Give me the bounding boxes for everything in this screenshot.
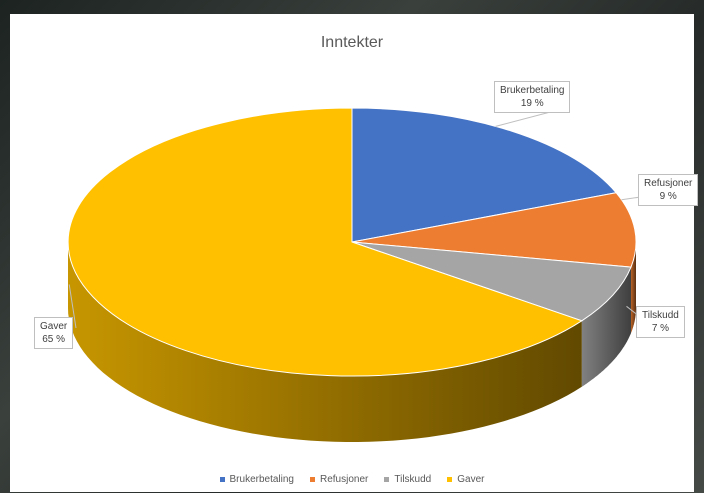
legend-label: Tilskudd [394, 474, 432, 485]
pie-side-gaver [68, 242, 582, 442]
legend-item-refusjoner[interactable]: Refusjoner [310, 474, 368, 485]
legend-item-tilskudd[interactable]: Tilskudd [384, 474, 431, 485]
pie-slice-refusjoner[interactable] [351, 192, 637, 268]
data-label-value: 7 % [651, 323, 670, 334]
legend-label: Gaver [457, 474, 485, 485]
chart-title: Inntekter [320, 34, 384, 51]
legend-swatch [219, 477, 225, 482]
legend-swatch [447, 477, 453, 482]
data-label-name: Refusjoner [644, 178, 693, 189]
data-label-name: Brukerbetaling [500, 85, 565, 96]
chart-legend: Brukerbetaling Refusjoner Tilskudd Gaver [10, 474, 694, 485]
data-label-value: 9 % [659, 191, 677, 202]
data-label-name: Tilskudd [642, 310, 679, 321]
data-label-value: 19 % [520, 98, 544, 109]
legend-swatch [310, 477, 315, 482]
data-label-name: Gaver [40, 321, 68, 332]
legend-swatch [384, 477, 390, 482]
chart-area: Inntekter Brukerbetaling 19 % Refusjoner… [10, 14, 699, 492]
data-label-value: 65 % [42, 334, 66, 345]
data-label-tilskudd: Tilskudd 7 % [636, 306, 685, 338]
data-label-gaver: Gaver 65 % [34, 317, 74, 349]
legend-label: Brukerbetaling [229, 474, 294, 485]
legend-item-gaver[interactable]: Gaver [447, 474, 484, 485]
leader-line [68, 284, 77, 329]
data-label-brukerbetaling: Brukerbetaling 19 % [494, 81, 571, 113]
pie-chart [67, 107, 649, 442]
pie-side-tilskudd [581, 267, 631, 387]
data-label-refusjoner: Refusjoner 9 % [638, 174, 699, 206]
legend-item-brukerbetaling[interactable]: Brukerbetaling [219, 474, 294, 485]
pie-slice-tilskudd[interactable] [351, 241, 632, 322]
pie-slice-brukerbetaling[interactable] [351, 107, 618, 243]
pie-slice-gaver[interactable] [67, 107, 583, 377]
legend-label: Refusjoner [320, 474, 369, 485]
